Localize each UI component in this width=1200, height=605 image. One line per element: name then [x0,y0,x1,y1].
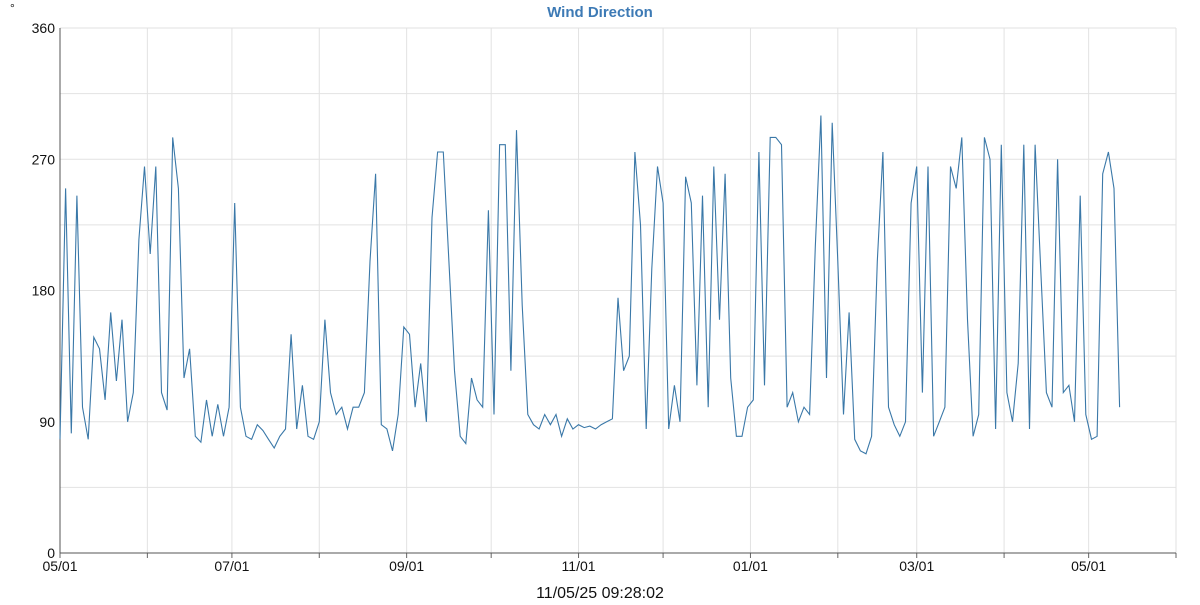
x-tick-label: 05/01 [1071,558,1106,574]
y-tick-label: 90 [39,414,55,430]
y-tick-label: 0 [47,545,55,561]
x-tick-label: 07/01 [214,558,249,574]
x-tick-label: 05/01 [42,558,77,574]
y-tick-label: 360 [32,20,56,36]
x-tick-label: 09/01 [389,558,424,574]
y-axis-label: ° [10,1,15,15]
y-tick-label: 270 [32,151,56,167]
y-tick-label: 180 [32,283,56,299]
x-axis-label: 11/05/25 09:28:02 [536,585,664,600]
x-tick-label: 01/01 [733,558,768,574]
line [59,115,1121,455]
x-tick-label: 03/01 [899,558,934,574]
x-tick-label: 11/01 [562,558,596,574]
chart-title: Wind Direction [547,4,653,21]
